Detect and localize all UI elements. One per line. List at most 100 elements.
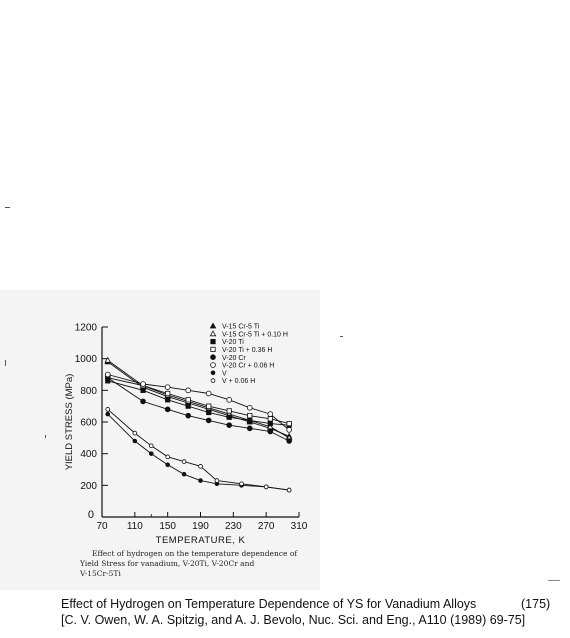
data-point [210, 354, 216, 361]
data-point [165, 462, 170, 468]
figure-caption-line-1: Effect of hydrogen on the temperature de… [92, 549, 298, 558]
data-point [210, 378, 216, 383]
x-tick-label: 190 [192, 521, 209, 532]
data-point [165, 454, 170, 460]
series-group [104, 356, 293, 441]
page-number: (175) [521, 597, 551, 611]
data-point [206, 403, 212, 409]
data-point [210, 362, 216, 368]
data-point [132, 430, 138, 436]
data-point [247, 417, 253, 424]
series-line [107, 413, 290, 491]
data-point [210, 346, 216, 353]
data-point [247, 413, 253, 419]
data-point [140, 387, 146, 393]
data-point [210, 338, 216, 345]
data-point [185, 387, 191, 394]
x-tick-label: 230 [225, 521, 242, 532]
series-line [107, 374, 290, 431]
y-tick-label: 200 [80, 481, 97, 492]
chart-axes: 70 110 150 190 230 270 310 200 400 600 800 1000 1200… [64, 323, 308, 547]
x-tick-label: 70 [96, 521, 108, 532]
data-point [105, 411, 111, 417]
x-tick-label: 110 [127, 521, 143, 532]
data-point [181, 471, 187, 477]
data-point [286, 438, 292, 444]
data-point [267, 411, 274, 417]
data-point [286, 420, 292, 427]
series-group [104, 371, 292, 433]
chart-series [104, 356, 293, 493]
scan-speck [340, 336, 343, 337]
slide-title: Effect of Hydrogen on Temperature Depend… [61, 597, 477, 611]
y-tick-label: 1000 [75, 354, 98, 365]
series-group [105, 378, 292, 428]
legend-label: V-20 Cr [222, 355, 246, 362]
data-point [263, 484, 269, 490]
data-point [140, 381, 146, 387]
slide-reference: [C. V. Owen, W. A. Spitzig, and A. J. Be… [61, 613, 526, 627]
chart-legend: V-15 Cr-5 TiV-15 Cr-5 Ti + 0.10 HV-20 Ti… [209, 322, 288, 385]
data-point [105, 407, 111, 412]
data-point [226, 408, 232, 414]
data-point [198, 464, 203, 469]
data-point [164, 406, 171, 413]
data-point [226, 397, 233, 403]
series-line [107, 361, 290, 437]
data-point [205, 417, 212, 424]
data-point [140, 398, 146, 405]
data-point [246, 404, 253, 411]
data-point [206, 409, 212, 416]
data-point [286, 487, 292, 493]
scan-speck [5, 207, 10, 208]
series-line [107, 377, 290, 425]
data-point [239, 481, 244, 487]
legend-label: V-20 Cr + 0.06 H [222, 363, 274, 370]
legend-label: V-20 Ti [222, 339, 244, 346]
data-point [226, 414, 232, 420]
data-point [165, 390, 171, 397]
series-line [107, 408, 290, 491]
data-point [226, 422, 233, 428]
scan-speck [5, 360, 6, 366]
data-point [181, 459, 187, 464]
legend-label: V-20 Ti + 0.36 H [222, 347, 272, 354]
data-point [267, 428, 274, 435]
series-group [104, 358, 293, 439]
data-point [148, 443, 154, 449]
data-point [185, 403, 191, 409]
data-point [209, 322, 217, 329]
data-point [104, 356, 112, 363]
figure-caption-line-3: V-15Cr-5Ti [80, 569, 121, 578]
x-tick-label: 270 [258, 521, 275, 532]
data-point [286, 427, 292, 433]
y-tick-label: 600 [80, 418, 97, 429]
y-tick-label: 800 [80, 386, 97, 397]
scan-speck [548, 580, 560, 581]
data-point [214, 478, 220, 483]
x-tick-label: 150 [159, 521, 176, 532]
data-point [246, 425, 253, 432]
data-point [132, 438, 138, 444]
x-tick-label: 310 [291, 521, 308, 532]
legend-label: V-15 Cr-5 Ti [222, 324, 260, 331]
y-tick-label: 1200 [75, 323, 98, 334]
data-point [198, 478, 203, 483]
data-point [267, 420, 273, 427]
data-point [164, 384, 171, 390]
x-axis-title: TEMPERATURE, K [156, 535, 246, 546]
series-group [105, 407, 292, 493]
scan-speck [45, 435, 46, 438]
data-point [165, 397, 171, 403]
data-point [148, 451, 154, 456]
figure-caption-line-2: Yield Stress for vanadium, V-20Ti, V-20C… [80, 559, 255, 568]
legend-label: V-15 Cr-5 Ti + 0.10 H [222, 331, 288, 338]
legend-label: V + 0.06 H [222, 378, 255, 385]
data-point [185, 397, 191, 403]
series-group [104, 374, 292, 444]
data-point [267, 416, 273, 422]
data-point [104, 371, 111, 378]
y-tick-label: 400 [80, 449, 97, 460]
data-point [205, 390, 212, 397]
